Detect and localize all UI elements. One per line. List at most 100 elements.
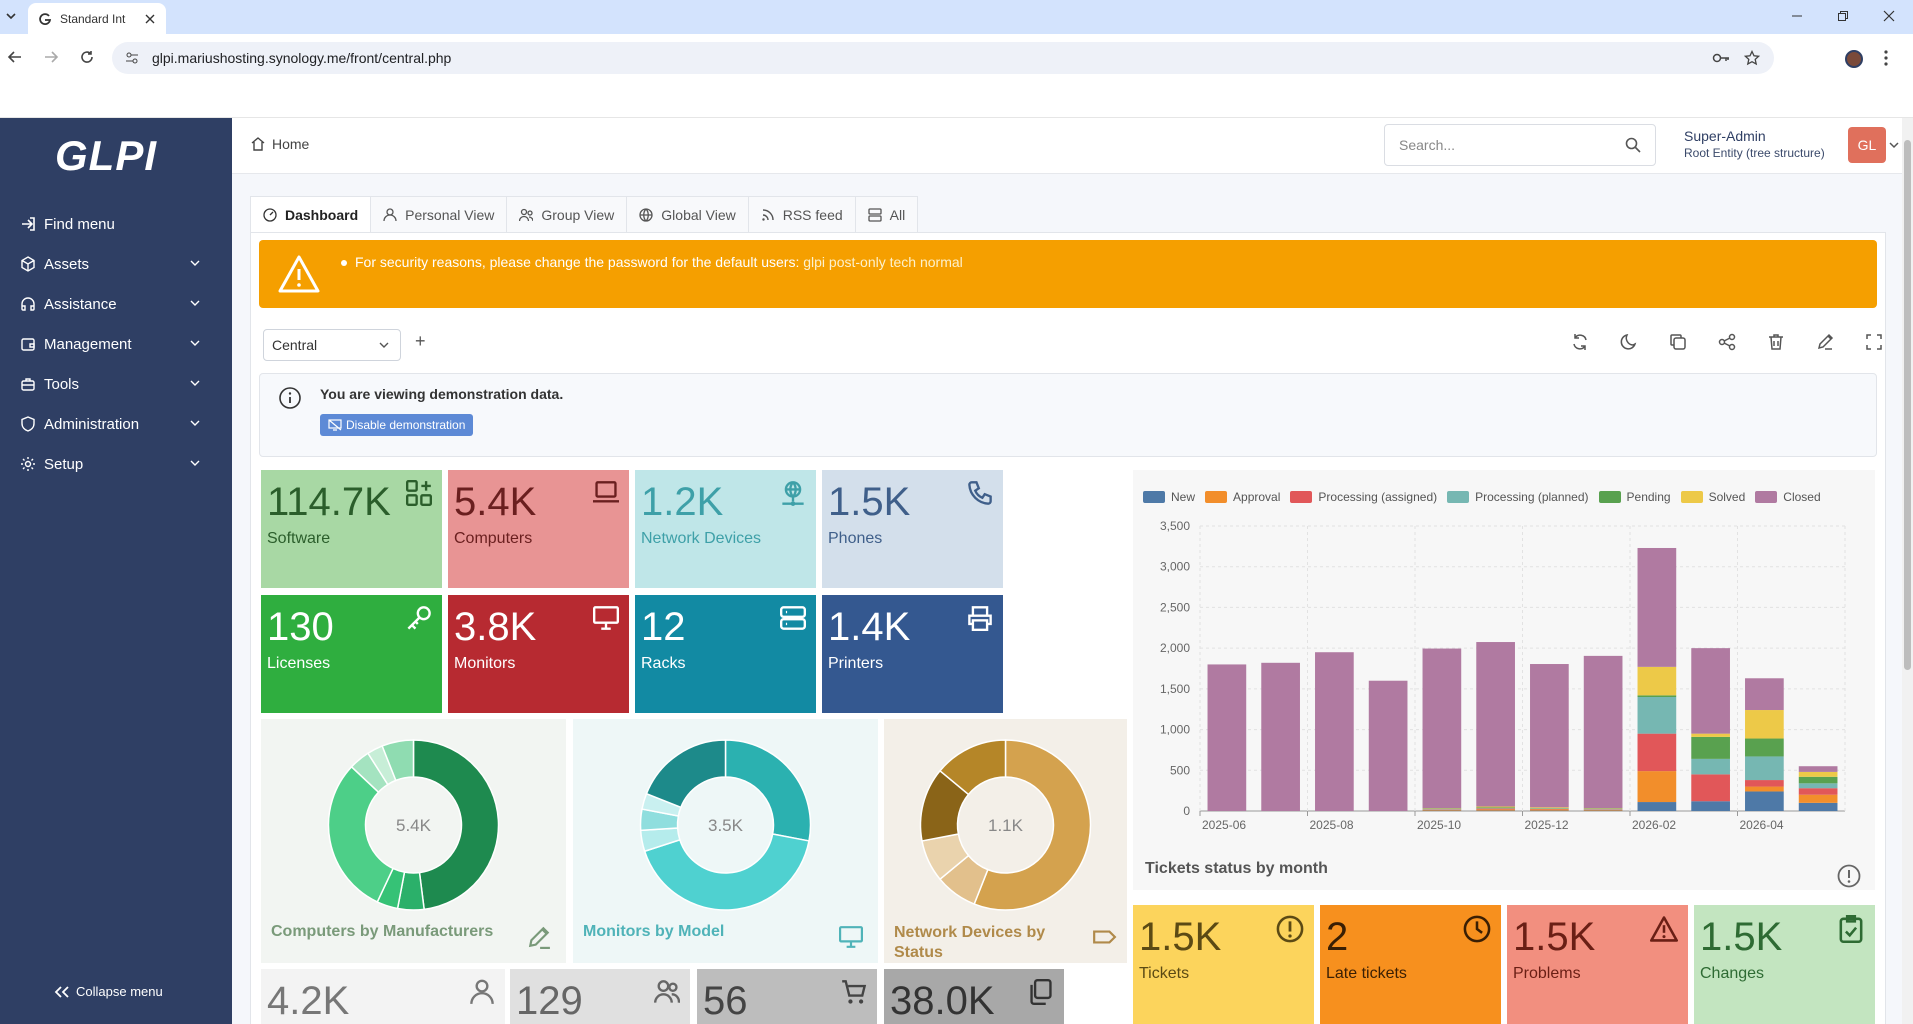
bar-segment[interactable] — [1476, 806, 1515, 808]
bar-segment[interactable] — [1745, 780, 1784, 787]
bar-segment[interactable] — [1476, 809, 1515, 811]
bar-segment[interactable] — [1691, 736, 1730, 759]
trash-icon[interactable] — [1767, 333, 1787, 353]
bar-segment[interactable] — [1745, 738, 1784, 757]
stat-card-bottom-3[interactable]: 56 — [697, 969, 877, 1024]
breadcrumb-home[interactable]: Home — [272, 136, 310, 152]
bar-segment[interactable] — [1745, 791, 1784, 811]
bar-segment[interactable] — [1637, 695, 1677, 697]
site-info-icon[interactable] — [124, 50, 140, 66]
tab-rss-feed[interactable]: RSS feed — [747, 196, 856, 232]
scrollbar-thumb[interactable] — [1904, 140, 1911, 670]
stat-card-network-devices[interactable]: 1.2K Network Devices — [635, 470, 816, 588]
ticket-card-tickets[interactable]: 1.5K Tickets — [1133, 905, 1314, 1024]
stat-card-bottom-1[interactable]: 4.2K — [261, 969, 505, 1024]
page-scrollbar[interactable] — [1902, 118, 1913, 1024]
bar-segment[interactable] — [1798, 776, 1838, 784]
bar-segment[interactable] — [1691, 733, 1730, 737]
bar-segment[interactable] — [1530, 809, 1569, 811]
user-info[interactable]: Super-Admin Root Entity (tree structure) — [1684, 128, 1825, 160]
donut-title[interactable]: Computers by Manufacturers — [271, 923, 494, 940]
breadcrumb[interactable]: Home — [250, 136, 309, 152]
sidebar-item-tools[interactable]: Tools — [0, 364, 232, 404]
edit-icon[interactable] — [526, 925, 552, 949]
bar-segment[interactable] — [1745, 710, 1784, 739]
fullscreen-icon[interactable] — [1865, 333, 1885, 353]
stat-card-racks[interactable]: 12 Racks — [635, 595, 816, 713]
donut-slice[interactable] — [724, 739, 812, 842]
minimize-button[interactable] — [1774, 0, 1820, 32]
sidebar-item-management[interactable]: Management — [0, 324, 232, 364]
bar-segment[interactable] — [1637, 547, 1677, 667]
sidebar-item-assets[interactable]: Assets — [0, 244, 232, 284]
bar-segment[interactable] — [1745, 786, 1784, 792]
forward-button[interactable] — [38, 44, 64, 70]
stat-card-phones[interactable]: 1.5K Phones — [822, 470, 1003, 588]
ticket-card-late-tickets[interactable]: 2 Late tickets — [1320, 905, 1501, 1024]
donut-slice[interactable] — [381, 739, 415, 782]
tab-personal-view[interactable]: Personal View — [370, 196, 508, 232]
donut-card-2[interactable]: 3.5K Monitors by Model — [573, 719, 878, 963]
bar-segment[interactable] — [1637, 771, 1677, 803]
copy-icon[interactable] — [1669, 333, 1689, 353]
moon-icon[interactable] — [1620, 333, 1640, 353]
bar-segment[interactable] — [1637, 733, 1677, 772]
bar-segment[interactable] — [1798, 783, 1838, 789]
ticket-card-problems[interactable]: 1.5K Problems — [1507, 905, 1688, 1024]
password-key-icon[interactable] — [1712, 50, 1730, 66]
bar-segment[interactable] — [1691, 758, 1730, 775]
bar-segment[interactable] — [1691, 648, 1730, 734]
chart-info-icon[interactable] — [1837, 864, 1861, 888]
bar-segment[interactable] — [1207, 664, 1247, 811]
user-name[interactable]: Super-Admin — [1684, 128, 1766, 144]
bookmark-star-icon[interactable] — [1744, 50, 1760, 66]
donut-slice[interactable] — [643, 833, 810, 911]
share-icon[interactable] — [1718, 333, 1738, 353]
browser-tab[interactable]: Standard Int — [28, 3, 166, 34]
edit-icon[interactable] — [1816, 333, 1836, 353]
default-users-link[interactable]: glpi post-only tech normal — [803, 254, 963, 270]
tag-icon[interactable] — [1091, 925, 1117, 949]
donut-card-3[interactable]: 1.1K Network Devices by Status — [884, 719, 1127, 963]
tab-group-view[interactable]: Group View — [506, 196, 628, 232]
back-button[interactable] — [2, 44, 28, 70]
bar-segment[interactable] — [1637, 802, 1677, 811]
refresh-icon[interactable] — [1571, 333, 1591, 353]
tab-all[interactable]: All — [854, 196, 919, 232]
stat-card-monitors[interactable]: 3.8K Monitors — [448, 595, 629, 713]
bar-segment[interactable] — [1315, 652, 1354, 811]
bar-segment[interactable] — [1476, 642, 1515, 807]
restore-button[interactable] — [1820, 0, 1866, 32]
bar-segment[interactable] — [1637, 697, 1677, 734]
sidebar-item-setup[interactable]: Setup — [0, 444, 232, 484]
bar-segment[interactable] — [1530, 807, 1569, 809]
stat-card-licenses[interactable]: 130 Licenses — [261, 595, 442, 713]
donut-title[interactable]: Network Devices by Status — [894, 924, 1046, 961]
reload-button[interactable] — [74, 44, 100, 70]
stat-card-bottom-2[interactable]: 129 — [510, 969, 690, 1024]
bar-segment[interactable] — [1583, 655, 1623, 809]
donut-slice[interactable] — [327, 765, 395, 903]
bar-segment[interactable] — [1476, 807, 1515, 809]
stat-card-printers[interactable]: 1.4K Printers — [822, 595, 1003, 713]
stat-card-bottom-4[interactable]: 38.0K — [884, 969, 1064, 1024]
tab-list-chevron-icon[interactable] — [4, 9, 18, 23]
browser-menu-icon[interactable] — [1884, 50, 1888, 66]
close-window-button[interactable] — [1866, 0, 1912, 32]
legend-item[interactable]: New — [1143, 490, 1195, 504]
bar-segment[interactable] — [1798, 794, 1838, 803]
global-search-input[interactable]: Search... — [1384, 124, 1656, 166]
profile-avatar-icon[interactable] — [1845, 50, 1863, 68]
bar-segment[interactable] — [1691, 774, 1730, 802]
disable-demo-button[interactable]: Disable demonstration — [320, 414, 474, 436]
donut-slice[interactable] — [938, 739, 1007, 796]
glpi-logo[interactable]: GLPI — [55, 132, 158, 179]
legend-item[interactable]: Solved — [1680, 490, 1745, 504]
close-tab-icon[interactable] — [144, 13, 156, 25]
legend-item[interactable]: Processing (planned) — [1447, 490, 1589, 504]
legend-item[interactable]: Closed — [1755, 490, 1821, 504]
bar-segment[interactable] — [1798, 788, 1838, 795]
bar-segment[interactable] — [1798, 766, 1838, 772]
tab-dashboard[interactable]: Dashboard — [250, 196, 372, 232]
legend-item[interactable]: Processing (assigned) — [1290, 490, 1437, 504]
